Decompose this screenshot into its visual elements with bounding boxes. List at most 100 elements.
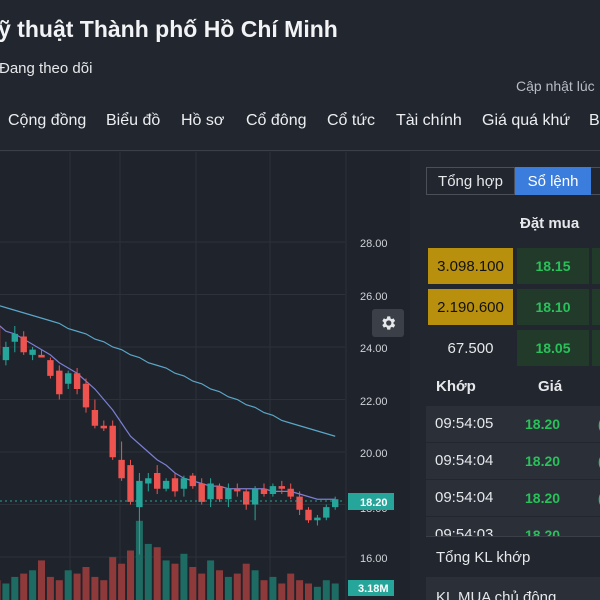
volume-bar xyxy=(322,580,330,600)
volume-label: 3.18M xyxy=(358,583,389,595)
volume-tag xyxy=(348,580,394,596)
bid-volume: 67.500 xyxy=(447,339,494,357)
volume-bar xyxy=(55,580,63,600)
volume-bar xyxy=(207,560,215,600)
volume-bar xyxy=(224,576,232,600)
volume-bar xyxy=(269,576,277,600)
active-buy-label: KL MUA chủ động xyxy=(436,589,557,600)
volume-bar xyxy=(242,563,250,600)
volume-bar xyxy=(82,567,90,600)
tab-chart[interactable]: Biểu đồ xyxy=(106,112,161,129)
volume-bar xyxy=(29,570,37,600)
candle-body xyxy=(198,483,205,502)
ma-slow-line xyxy=(0,305,336,437)
candle-body xyxy=(296,496,303,510)
volume-bar xyxy=(11,576,19,600)
candle-body xyxy=(260,488,268,494)
volume-bar xyxy=(278,583,286,600)
tab-more[interactable]: B xyxy=(589,112,600,129)
follow-status-button[interactable]: Đang theo dõi xyxy=(0,60,93,77)
tab-financials[interactable]: Tài chính xyxy=(396,112,462,129)
tab-orderbook[interactable]: Sổ lệnh xyxy=(515,167,591,195)
candle-body xyxy=(109,425,116,458)
volume-bar xyxy=(144,543,152,600)
matched-extra: ( xyxy=(598,480,600,516)
tab-next[interactable] xyxy=(591,167,600,195)
candle-body xyxy=(180,478,188,489)
orderbook-row[interactable]: 2.190.600 18.10 xyxy=(428,289,600,325)
price-chart[interactable]: 28.00 26.00 24.00 22.00 20.00 18.00 16.0… xyxy=(0,152,410,600)
candle-body xyxy=(91,410,99,426)
gear-icon xyxy=(382,316,396,330)
stock-tabs: Cộng đồng Biểu đồ Hồ sơ Cổ đông Cổ tức T… xyxy=(0,112,600,134)
tab-shareholders[interactable]: Cổ đông xyxy=(246,112,307,129)
matched-time: 09:54:03 xyxy=(435,526,494,536)
volume-bar xyxy=(127,550,134,600)
orderbook-row[interactable]: 67.500 18.05 xyxy=(428,330,600,366)
volume-bar xyxy=(233,573,241,600)
matched-row: 09:54:04 18.20 ( xyxy=(426,480,600,516)
updated-at-label: Cập nhật lúc xyxy=(516,78,595,94)
chart-settings-button[interactable] xyxy=(372,309,404,337)
candle-body xyxy=(2,347,10,361)
volume-bar xyxy=(64,570,72,600)
volume-bar xyxy=(189,567,197,600)
candle-body xyxy=(269,486,277,494)
matched-extra: ( xyxy=(598,443,600,479)
y-tick-label: 24.00 xyxy=(360,343,388,355)
total-matched-label: Tổng KL khớp xyxy=(436,549,531,566)
candle-body xyxy=(11,333,18,342)
volume-bar xyxy=(2,583,10,600)
active-buy-row: KL MUA chủ động xyxy=(426,577,600,600)
tab-price-history[interactable]: Giá quá khứ xyxy=(482,112,571,129)
volume-bar xyxy=(180,553,188,600)
volume-bar xyxy=(171,563,179,600)
candle-body xyxy=(20,336,27,353)
candle-body xyxy=(162,480,170,489)
tab-summary[interactable]: Tổng hợp xyxy=(426,167,515,195)
candle-body xyxy=(323,507,330,518)
last-price-tag xyxy=(348,493,394,510)
header-divider xyxy=(0,150,600,151)
volume-bar xyxy=(135,520,143,600)
candle-body xyxy=(207,483,214,500)
volume-bar xyxy=(153,547,161,600)
bid-volume: 2.190.600 xyxy=(428,289,513,325)
volume-bar xyxy=(73,573,81,600)
bid-extra-cell xyxy=(592,289,600,325)
bid-volume: 3.098.100 xyxy=(428,248,513,284)
bid-price: 18.15 xyxy=(517,248,589,284)
volume-bar xyxy=(331,583,339,600)
candle-body xyxy=(73,373,81,389)
volume-bar xyxy=(0,580,1,600)
volume-bar xyxy=(287,573,295,600)
matched-time: 09:54:04 xyxy=(435,452,494,469)
matched-row-partial: 09:54:03 18.20 xyxy=(426,517,600,536)
candle-body xyxy=(314,517,321,521)
candle-body xyxy=(56,370,63,395)
matched-time: 09:54:04 xyxy=(435,489,494,506)
candle-body xyxy=(154,473,161,489)
matched-price: 18.20 xyxy=(525,527,561,536)
orderbook-row[interactable]: 3.098.100 18.15 xyxy=(428,248,600,284)
matched-extra: ( xyxy=(598,406,600,442)
tab-community[interactable]: Cộng đồng xyxy=(8,112,87,129)
stock-header: ỹ thuật Thành phố Hồ Chí Minh Đang theo … xyxy=(0,0,600,152)
tab-profile[interactable]: Hồ sơ xyxy=(181,112,225,129)
volume-bar xyxy=(305,583,312,600)
candlestick-chart-svg[interactable]: 28.00 26.00 24.00 22.00 20.00 18.00 16.0… xyxy=(0,152,410,600)
tab-dividends[interactable]: Cổ tức xyxy=(327,112,376,129)
matched-time: 09:54:05 xyxy=(435,415,494,432)
matched-price: 18.20 xyxy=(525,490,561,506)
candle-body xyxy=(127,465,134,502)
last-price-label: 18.20 xyxy=(360,497,388,509)
volume-bar xyxy=(198,573,206,600)
volume-bar xyxy=(260,580,268,600)
candle-body xyxy=(216,486,223,500)
bid-price: 18.10 xyxy=(517,289,589,325)
candle-body xyxy=(47,360,54,376)
orderbook-bid-header: Đặt mua xyxy=(520,215,580,232)
candle-body xyxy=(278,486,285,489)
candle-body xyxy=(234,488,241,492)
candle-body xyxy=(305,509,312,521)
